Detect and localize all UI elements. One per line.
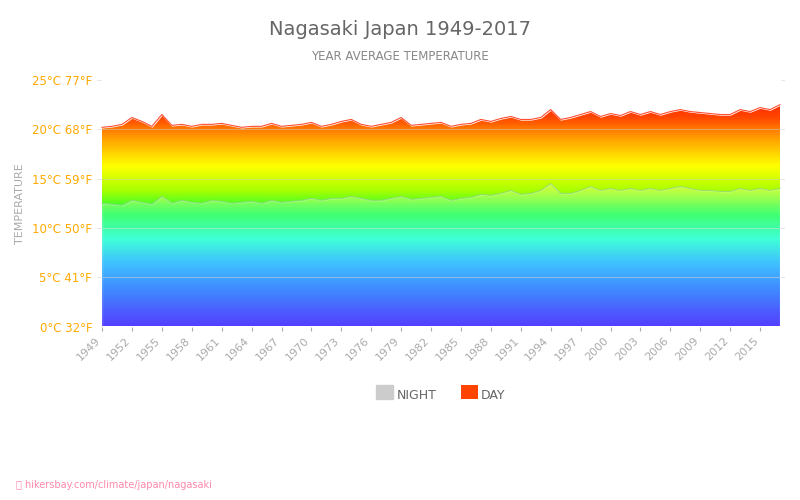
- Text: Nagasaki Japan 1949-2017: Nagasaki Japan 1949-2017: [269, 20, 531, 39]
- Text: 📍 hikersbay.com/climate/japan/nagasaki: 📍 hikersbay.com/climate/japan/nagasaki: [16, 480, 212, 490]
- Legend: NIGHT, DAY: NIGHT, DAY: [371, 384, 510, 406]
- Text: YEAR AVERAGE TEMPERATURE: YEAR AVERAGE TEMPERATURE: [311, 50, 489, 63]
- Y-axis label: TEMPERATURE: TEMPERATURE: [15, 163, 25, 244]
